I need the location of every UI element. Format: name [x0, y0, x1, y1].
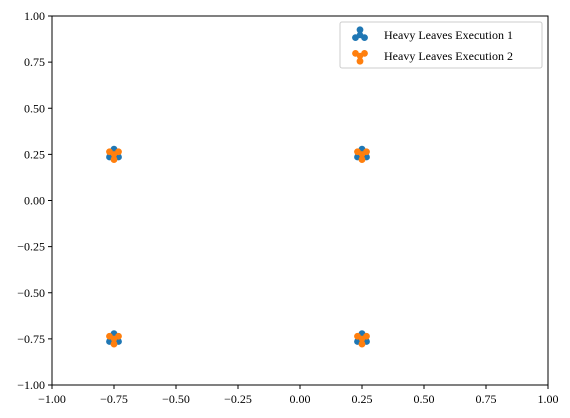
x-tick-label: 0.25 [352, 392, 373, 406]
x-tick-label: 0.50 [414, 392, 435, 406]
legend-label: Heavy Leaves Execution 2 [384, 49, 513, 63]
y-tick-label: 0.75 [24, 55, 45, 69]
axes-frame [52, 16, 548, 385]
x-tick-label: 1.00 [538, 392, 559, 406]
y-tick-label: −1.00 [17, 378, 45, 392]
data-points [106, 146, 370, 348]
x-tick-label: 0.75 [476, 392, 497, 406]
y-tick-label: 0.25 [24, 147, 45, 161]
y-tick-label: −0.50 [17, 286, 45, 300]
y-tick-label: 1.00 [24, 9, 45, 23]
legend-label: Heavy Leaves Execution 1 [384, 28, 513, 42]
y-tick-label: −0.75 [17, 332, 45, 346]
y-tick-label: 0.50 [24, 101, 45, 115]
y-axis: −1.00 −0.75 −0.50 −0.25 0.00 0.25 0.50 0.75 1.00 [17, 9, 52, 392]
x-tick-label: −1.00 [38, 392, 66, 406]
y-tick-label: 0.00 [24, 194, 45, 208]
x-tick-label: 0.00 [290, 392, 311, 406]
x-tick-label: −0.50 [162, 392, 190, 406]
x-tick-label: −0.75 [100, 392, 128, 406]
plot-area [52, 16, 548, 385]
x-tick-label: −0.25 [224, 392, 252, 406]
y-tick-label: −0.25 [17, 240, 45, 254]
legend: Heavy Leaves Execution 1 Heavy Leaves Exe… [340, 22, 542, 68]
x-axis: −1.00 −0.75 −0.50 −0.25 0.00 0.25 0.50 0.75 1.00 [38, 385, 558, 406]
